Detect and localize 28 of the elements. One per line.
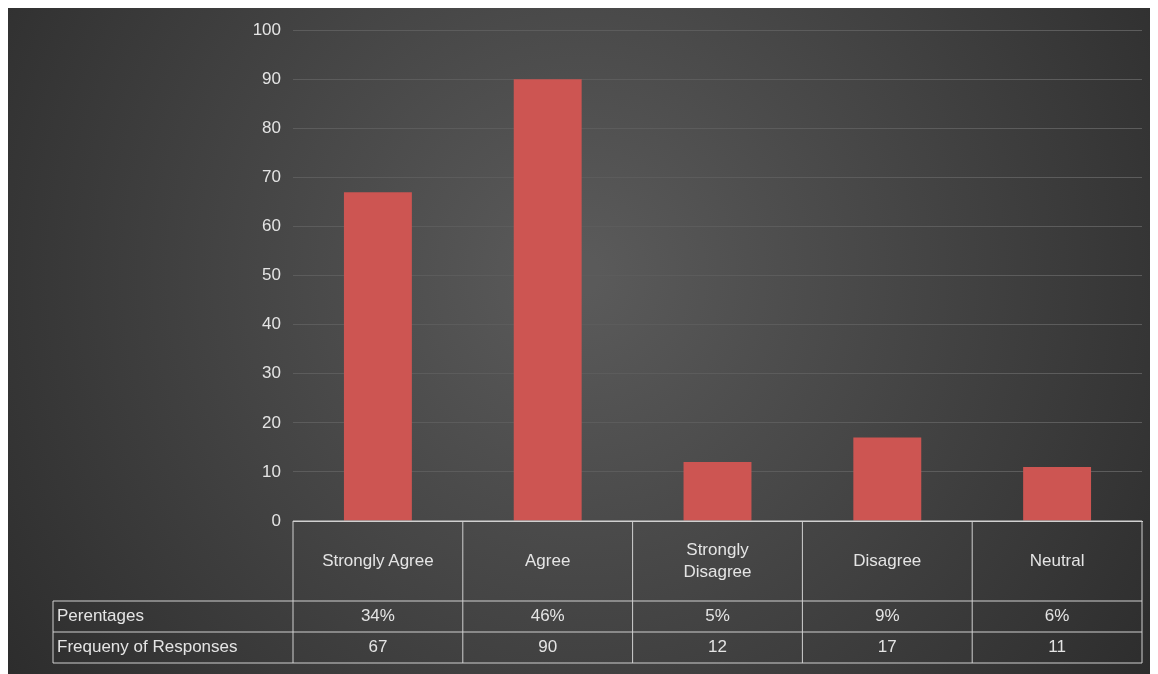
y-tick-label: 80 — [262, 118, 281, 138]
y-tick-label: 0 — [271, 510, 281, 530]
y-tick-label: 100 — [252, 19, 281, 39]
y-tick-label: 10 — [262, 461, 281, 481]
x-tick-label: Neutral — [1029, 550, 1085, 570]
x-tick-label: Disagree — [853, 550, 922, 570]
text: 34% — [360, 606, 395, 626]
data-label: 17 — [877, 637, 897, 657]
text: Frequeny of Responses — [57, 637, 238, 657]
y-tick-label: 50 — [262, 265, 281, 285]
x-tick-label: Strongly Disagree — [683, 539, 752, 581]
text: 6% — [1044, 606, 1070, 626]
data-label: 11 — [1048, 637, 1066, 657]
text: Perentages — [57, 606, 144, 626]
data-label: 12 — [708, 637, 727, 657]
x-tick-label: Agree — [525, 550, 571, 570]
x-tick-label: Strongly Agree — [322, 550, 434, 570]
y-tick-label: 70 — [262, 167, 281, 187]
y-tick-label: 30 — [262, 363, 281, 383]
data-label: 90 — [538, 637, 558, 657]
y-tick-label: 20 — [262, 412, 281, 432]
text: 46% — [530, 606, 565, 626]
text: 9% — [875, 606, 900, 626]
data-label: 67 — [368, 637, 388, 657]
y-tick-label: 90 — [262, 68, 281, 88]
text: 5% — [705, 606, 730, 626]
y-tick-label: 40 — [262, 314, 281, 334]
y-tick-label: 60 — [262, 216, 281, 236]
